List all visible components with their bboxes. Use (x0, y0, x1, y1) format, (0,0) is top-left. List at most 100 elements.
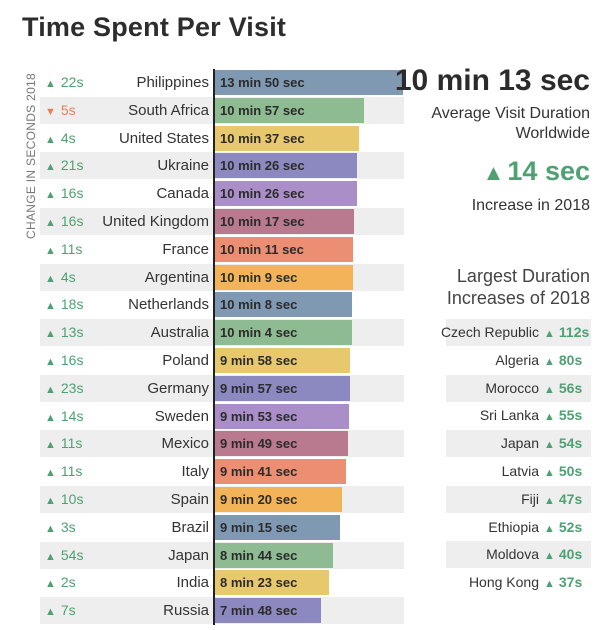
country-label: Ukraine (157, 157, 209, 175)
average-duration-value: 10 min 13 sec (394, 64, 590, 97)
change-value: ▲ 18s (45, 296, 83, 312)
increase-value: ▲ 14 sec (483, 156, 590, 187)
table-row: ▲ 7s Russia 7 min 48 sec (40, 597, 404, 625)
increase-value: ▲ 37s (544, 574, 582, 590)
up-arrow-icon: ▲ (544, 355, 555, 368)
up-arrow-icon: ▲ (544, 328, 555, 340)
change-value: ▲ 4s (45, 269, 76, 285)
increase-text: 80s (558, 351, 583, 368)
country-label: Canada (156, 185, 209, 203)
up-arrow-icon: ▲ (45, 550, 56, 563)
table-row: ▲ 16s Poland 9 min 58 sec (40, 347, 404, 374)
up-arrow-icon: ▲ (45, 606, 56, 619)
bar: 8 min 23 sec (214, 570, 329, 596)
table-row: ▲ 21s Ukraine 10 min 26 sec (40, 152, 404, 180)
change-text: 2s (60, 574, 76, 591)
bar: 7 min 48 sec (214, 598, 321, 624)
change-value: ▲ 4s (45, 130, 76, 146)
country-label: Brazil (171, 518, 209, 536)
change-text: 10s (60, 491, 84, 507)
country-label: Poland (162, 352, 209, 369)
country-label: Argentina (144, 268, 209, 286)
up-arrow-icon: ▲ (544, 439, 555, 452)
increase-value: ▲ 47s (544, 491, 582, 507)
bar-value-label: 9 min 15 sec (220, 519, 298, 535)
increase-text: 14 sec (507, 156, 590, 186)
up-arrow-icon: ▲ (45, 300, 56, 313)
up-arrow-icon: ▲ (544, 383, 555, 396)
increase-value: ▲ 54s (544, 435, 582, 451)
country-label: Hong Kong (468, 574, 539, 591)
country-label: Sweden (154, 407, 209, 425)
bar-value-label: 9 min 58 sec (220, 353, 298, 368)
table-row: ▲ 18s Netherlands 10 min 8 sec (40, 291, 404, 318)
change-text: 54s (60, 546, 84, 563)
bar-value-label: 10 min 8 sec (220, 297, 298, 313)
country-label: South Africa (128, 101, 209, 119)
change-value: ▲ 7s (45, 602, 76, 618)
list-item: Sri Lanka ▲ 55s (446, 402, 591, 429)
change-text: 16s (60, 213, 84, 229)
bar: 9 min 20 sec (214, 487, 342, 512)
list-item: Japan ▲ 54s (446, 430, 591, 458)
bar-value-label: 9 min 53 sec (220, 408, 298, 424)
up-arrow-icon: ▲ (45, 272, 56, 285)
increase-text: 54s (558, 435, 583, 452)
table-row: ▲ 16s United Kingdom 10 min 17 sec (40, 208, 404, 235)
up-arrow-icon: ▲ (45, 522, 56, 535)
bar-value-label: 8 min 23 sec (220, 575, 298, 591)
change-value: ▲ 3s (45, 519, 76, 535)
bar-value-label: 9 min 20 sec (220, 492, 298, 507)
change-value: ▲ 10s (45, 491, 83, 507)
change-text: 18s (60, 296, 84, 313)
list-item: Algeria ▲ 80s (446, 347, 591, 374)
bar: 10 min 11 sec (214, 236, 353, 262)
bar: 13 min 50 sec (214, 70, 403, 95)
table-row: ▲ 2s India 8 min 23 sec (40, 569, 404, 596)
up-arrow-icon: ▲ (45, 411, 56, 424)
bar-value-label: 9 min 49 sec (220, 436, 298, 452)
increase-text: 47s (558, 490, 583, 507)
axis-line (213, 69, 215, 625)
increase-text: 112s (558, 324, 590, 340)
table-row: ▲ 4s Argentina 10 min 9 sec (40, 263, 404, 291)
bar: 10 min 8 sec (214, 292, 352, 318)
bar: 10 min 17 sec (214, 209, 354, 234)
change-text: 11s (60, 463, 83, 480)
change-value: ▲ 11s (45, 241, 82, 257)
change-value: ▲ 11s (45, 463, 82, 479)
increase-label: Increase in 2018 (471, 197, 590, 214)
change-text: 4s (60, 268, 76, 285)
up-arrow-icon: ▲ (544, 411, 555, 424)
change-text: 4s (60, 129, 76, 146)
change-text: 22s (60, 74, 84, 90)
country-label: Germany (147, 379, 209, 397)
up-arrow-icon: ▲ (482, 160, 505, 185)
up-arrow-icon: ▲ (544, 578, 555, 591)
change-value: ▲ 54s (45, 547, 83, 563)
table-row: ▲ 11s France 10 min 11 sec (40, 236, 404, 263)
increase-value: ▲ 112s (544, 324, 589, 340)
bar: 9 min 53 sec (214, 403, 349, 429)
change-text: 23s (60, 379, 84, 396)
bar: 9 min 15 sec (214, 514, 340, 540)
change-value: ▲ 22s (45, 74, 83, 90)
list-item: Morocco ▲ 56s (446, 374, 591, 402)
table-row: ▲ 14s Sweden 9 min 53 sec (40, 403, 404, 430)
country-label: Fiji (521, 490, 539, 507)
up-arrow-icon: ▲ (45, 133, 56, 146)
change-text: 11s (60, 435, 83, 452)
up-arrow-icon: ▲ (45, 189, 56, 202)
average-duration-label: Average Visit Duration Worldwide (431, 105, 590, 142)
bar: 10 min 57 sec (214, 97, 364, 123)
table-row: ▲ 11s Mexico 9 min 49 sec (40, 430, 404, 458)
list-item: Moldova ▲ 40s (446, 541, 591, 569)
increase-text: 50s (558, 463, 583, 479)
table-row: ▼ 5s South Africa 10 min 57 sec (40, 96, 404, 124)
country-label: Japan (500, 435, 539, 452)
bar-value-label: 10 min 17 sec (220, 214, 305, 229)
country-label: United States (118, 129, 209, 147)
list-item: Czech Republic ▲ 112s (441, 319, 591, 346)
country-label: Netherlands (128, 296, 209, 314)
change-value: ▲ 16s (45, 185, 83, 201)
